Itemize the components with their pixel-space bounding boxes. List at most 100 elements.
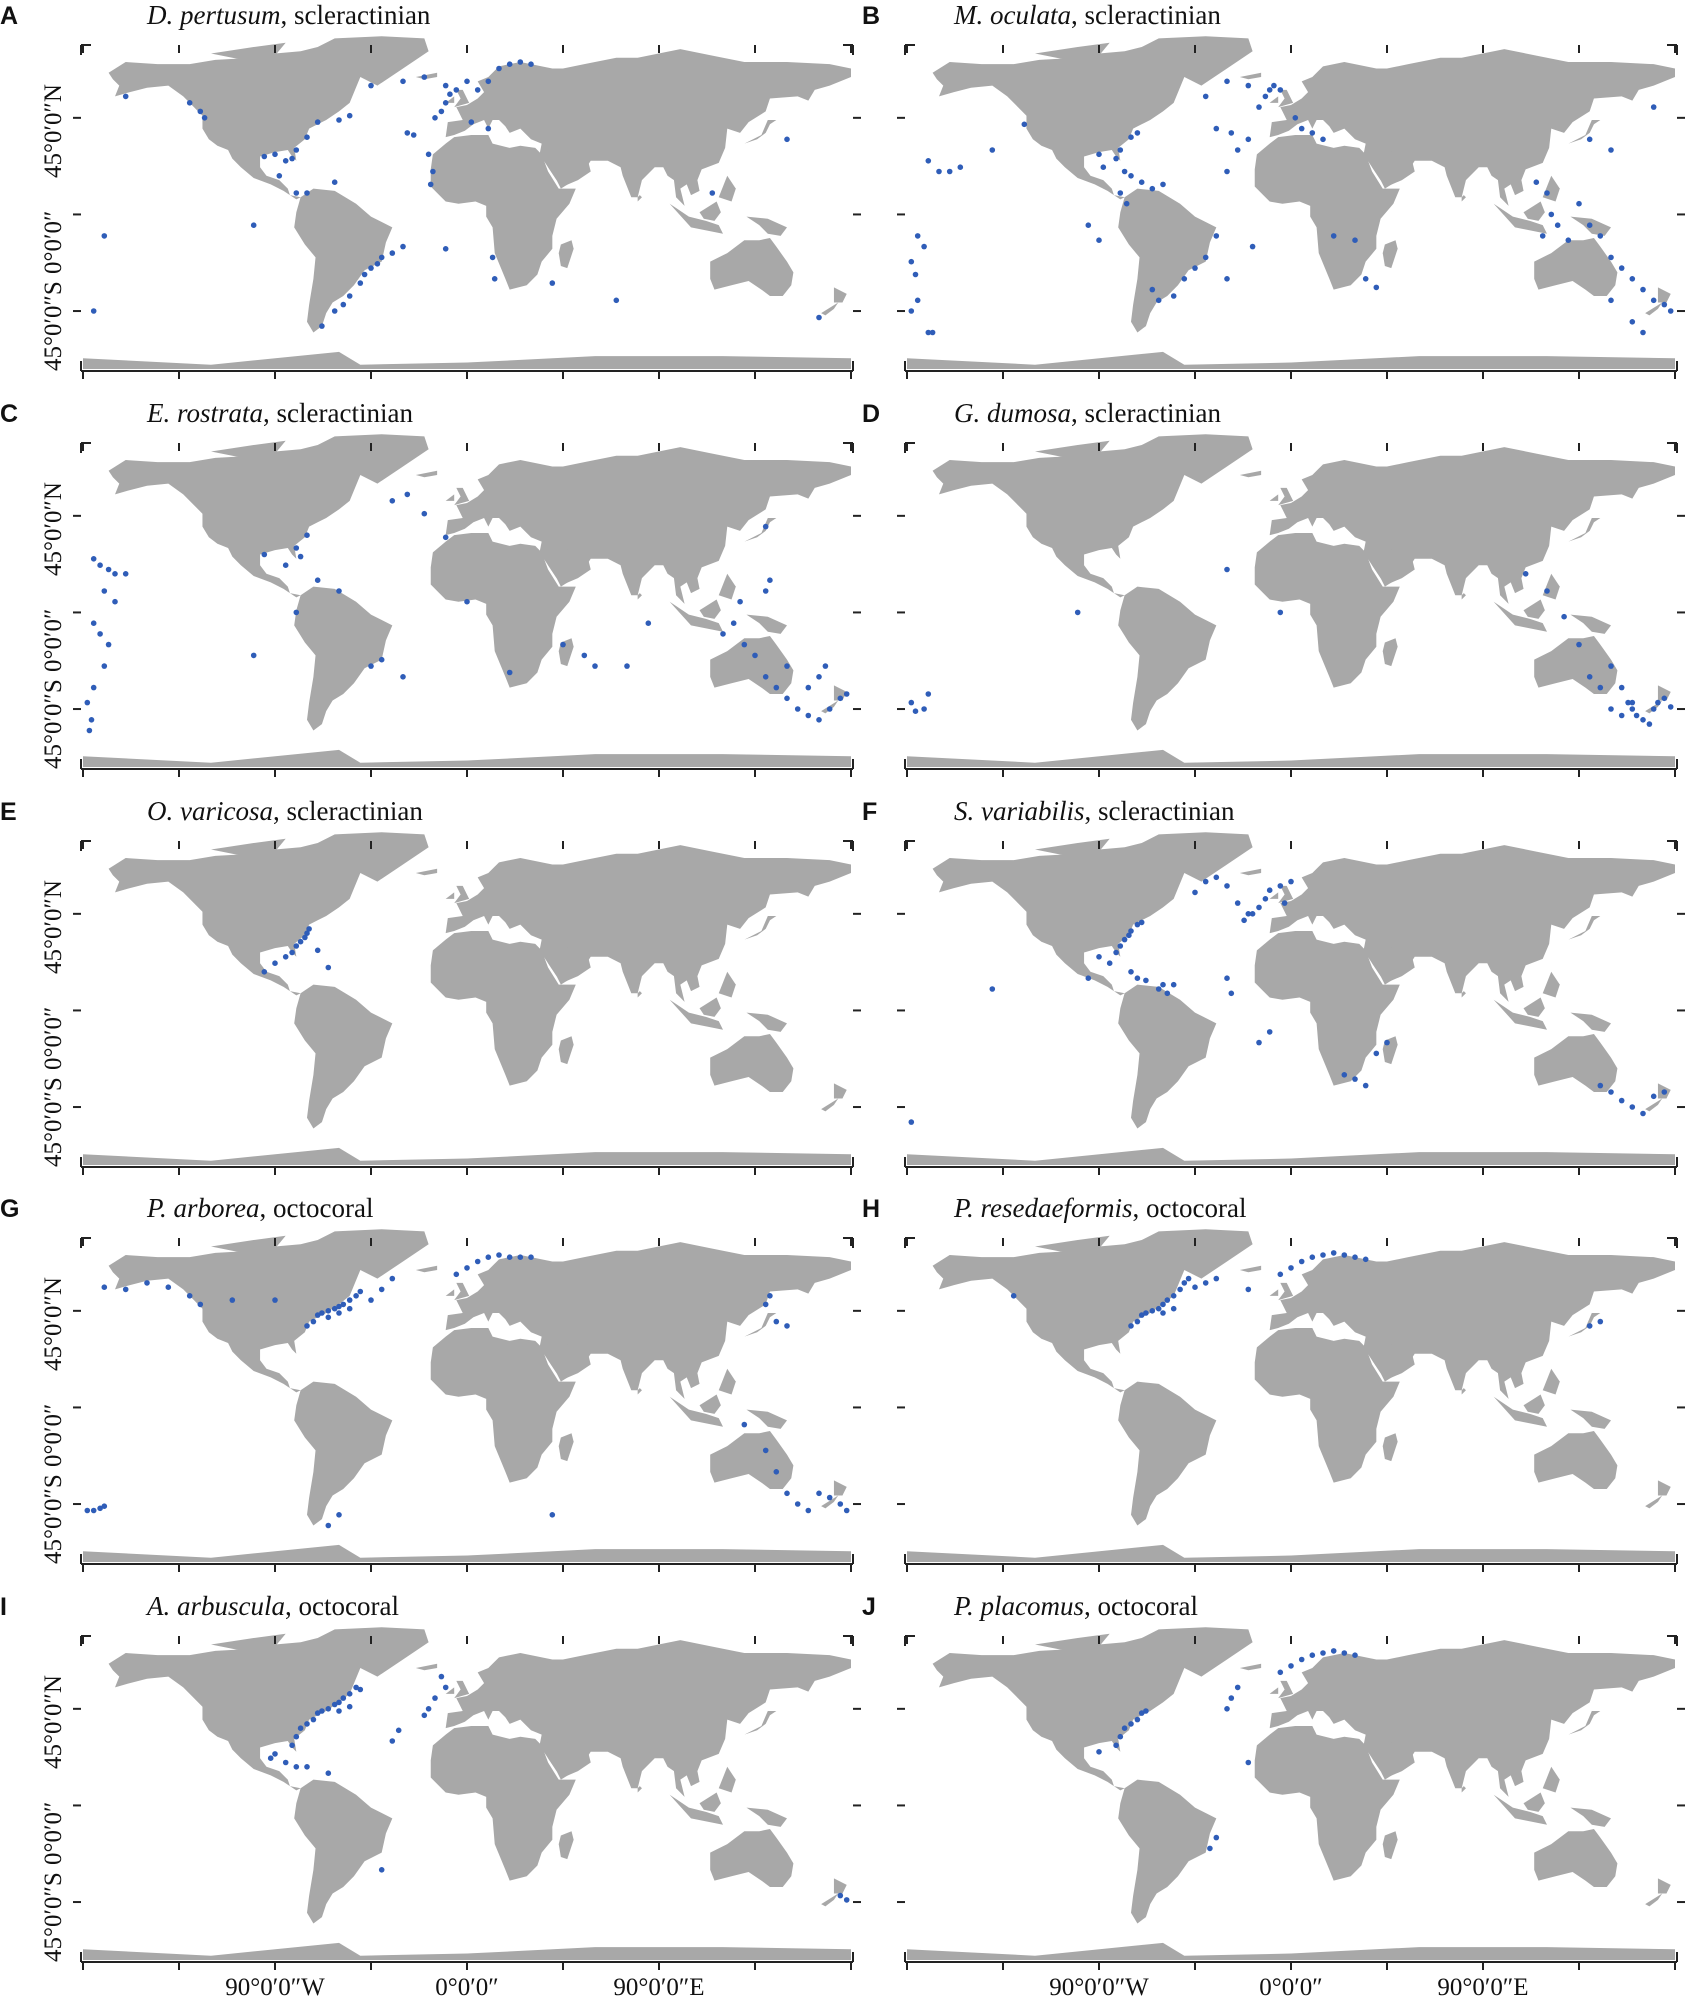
occurrence-point: [1113, 1742, 1119, 1749]
occurrence-point: [517, 1254, 524, 1260]
occurrence-point: [306, 926, 312, 932]
occurrence-point: [1213, 233, 1220, 239]
occurrence-point: [1629, 276, 1636, 282]
longitude-label: 0°0′0″: [1259, 1974, 1323, 2001]
occurrence-point: [784, 1490, 790, 1497]
occurrence-point: [794, 706, 801, 712]
occurrence-point: [353, 1684, 359, 1691]
occurrence-point: [1320, 1252, 1326, 1258]
occurrence-point: [921, 243, 927, 250]
longitude-label: 90°0′0″W: [225, 1974, 325, 2001]
occurrence-point: [197, 1301, 204, 1308]
occurrence-point: [1224, 883, 1230, 889]
species-name: M. oculata: [954, 0, 1071, 30]
occurrence-point: [289, 1742, 295, 1749]
occurrence-point: [816, 674, 822, 680]
occurrence-point: [297, 553, 304, 560]
occurrence-points: [1096, 1648, 1358, 1852]
occurrence-point: [1170, 293, 1177, 299]
occurrence-point: [1134, 921, 1141, 928]
occurrence-point: [368, 1297, 374, 1303]
occurrence-point: [432, 1695, 438, 1701]
occurrence-point: [90, 308, 97, 314]
occurrence-point: [1256, 904, 1262, 911]
occurrence-point: [319, 1708, 325, 1714]
occurrence-point: [1608, 147, 1614, 153]
occurrence-point: [1277, 883, 1284, 889]
occurrence-point: [1138, 1710, 1145, 1716]
occurrence-point: [908, 699, 915, 706]
occurrence-point: [400, 78, 406, 85]
occurrence-point: [304, 190, 310, 196]
occurrence-point: [1121, 168, 1128, 175]
occurrence-point: [1277, 609, 1284, 616]
occurrence-point: [122, 1286, 129, 1293]
coral-group: , octocoral: [1132, 1193, 1247, 1223]
occurrence-point: [1522, 571, 1529, 577]
occurrence-point: [491, 276, 498, 282]
occurrence-point: [1213, 1834, 1220, 1841]
occurrence-point: [302, 934, 308, 941]
occurrence-point: [1288, 1265, 1294, 1271]
occurrence-point: [1096, 954, 1102, 960]
occurrence-point: [1170, 1293, 1177, 1299]
occurrence-point: [90, 684, 97, 691]
occurrence-point: [1192, 1284, 1198, 1290]
occurrence-point: [1352, 1254, 1358, 1260]
world-map: [73, 36, 861, 379]
occurrence-point: [474, 1258, 481, 1265]
occurrence-points: [267, 1673, 850, 1903]
occurrence-point: [421, 1712, 428, 1719]
occurrence-point: [442, 1684, 449, 1691]
occurrence-point: [336, 117, 342, 123]
occurrence-point: [1202, 878, 1209, 885]
occurrence-point: [1224, 566, 1230, 573]
occurrence-point: [1586, 1323, 1593, 1329]
occurrence-point: [822, 663, 829, 669]
occurrence-point: [1266, 1029, 1273, 1035]
land-masses: [83, 36, 852, 369]
occurrence-point: [1213, 125, 1220, 132]
occurrence-point: [336, 1699, 342, 1706]
occurrence-point: [90, 1507, 97, 1514]
occurrence-point: [331, 1701, 338, 1708]
occurrence-point: [1096, 237, 1102, 243]
map-panel-c: C E. rostrata, scleractinian 45°0′0″N 0°0′0…: [0, 398, 862, 796]
occurrence-point: [1181, 1280, 1188, 1286]
occurrence-point: [1533, 179, 1540, 185]
occurrence-point: [1277, 87, 1284, 93]
occurrence-point: [1661, 1089, 1668, 1095]
occurrence-points: [1010, 1250, 1604, 1329]
occurrence-point: [105, 566, 112, 573]
occurrence-point: [752, 652, 758, 659]
occurrence-point: [1245, 1286, 1252, 1293]
occurrence-points: [84, 491, 850, 734]
occurrence-point: [1362, 1256, 1369, 1263]
latitude-label: 45°0′0″S: [40, 679, 67, 770]
panel-title: O. varicosa, scleractinian: [147, 798, 423, 825]
occurrence-point: [794, 1501, 801, 1507]
occurrence-point: [762, 588, 769, 594]
occurrence-point: [1640, 1110, 1646, 1117]
occurrence-point: [1155, 297, 1162, 304]
map-ticks: [897, 44, 1685, 379]
occurrence-point: [1128, 1721, 1134, 1727]
occurrence-points: [261, 926, 332, 975]
occurrence-point: [914, 297, 921, 304]
occurrence-point: [1181, 276, 1188, 282]
occurrence-point: [1128, 173, 1134, 179]
occurrence-point: [1138, 179, 1145, 185]
occurrence-point: [816, 314, 822, 321]
occurrence-point: [1576, 641, 1582, 648]
occurrence-point: [1298, 1656, 1305, 1663]
occurrence-point: [506, 669, 513, 676]
occurrence-points: [908, 874, 1668, 1125]
occurrence-point: [989, 147, 996, 153]
occurrence-point: [1539, 233, 1546, 239]
longitude-label: 90°0′0″W: [1049, 1974, 1149, 2001]
occurrence-point: [282, 158, 289, 164]
occurrence-point: [1640, 286, 1646, 293]
occurrence-point: [1561, 613, 1567, 620]
occurrence-point: [496, 1252, 502, 1258]
occurrence-point: [1320, 136, 1326, 143]
